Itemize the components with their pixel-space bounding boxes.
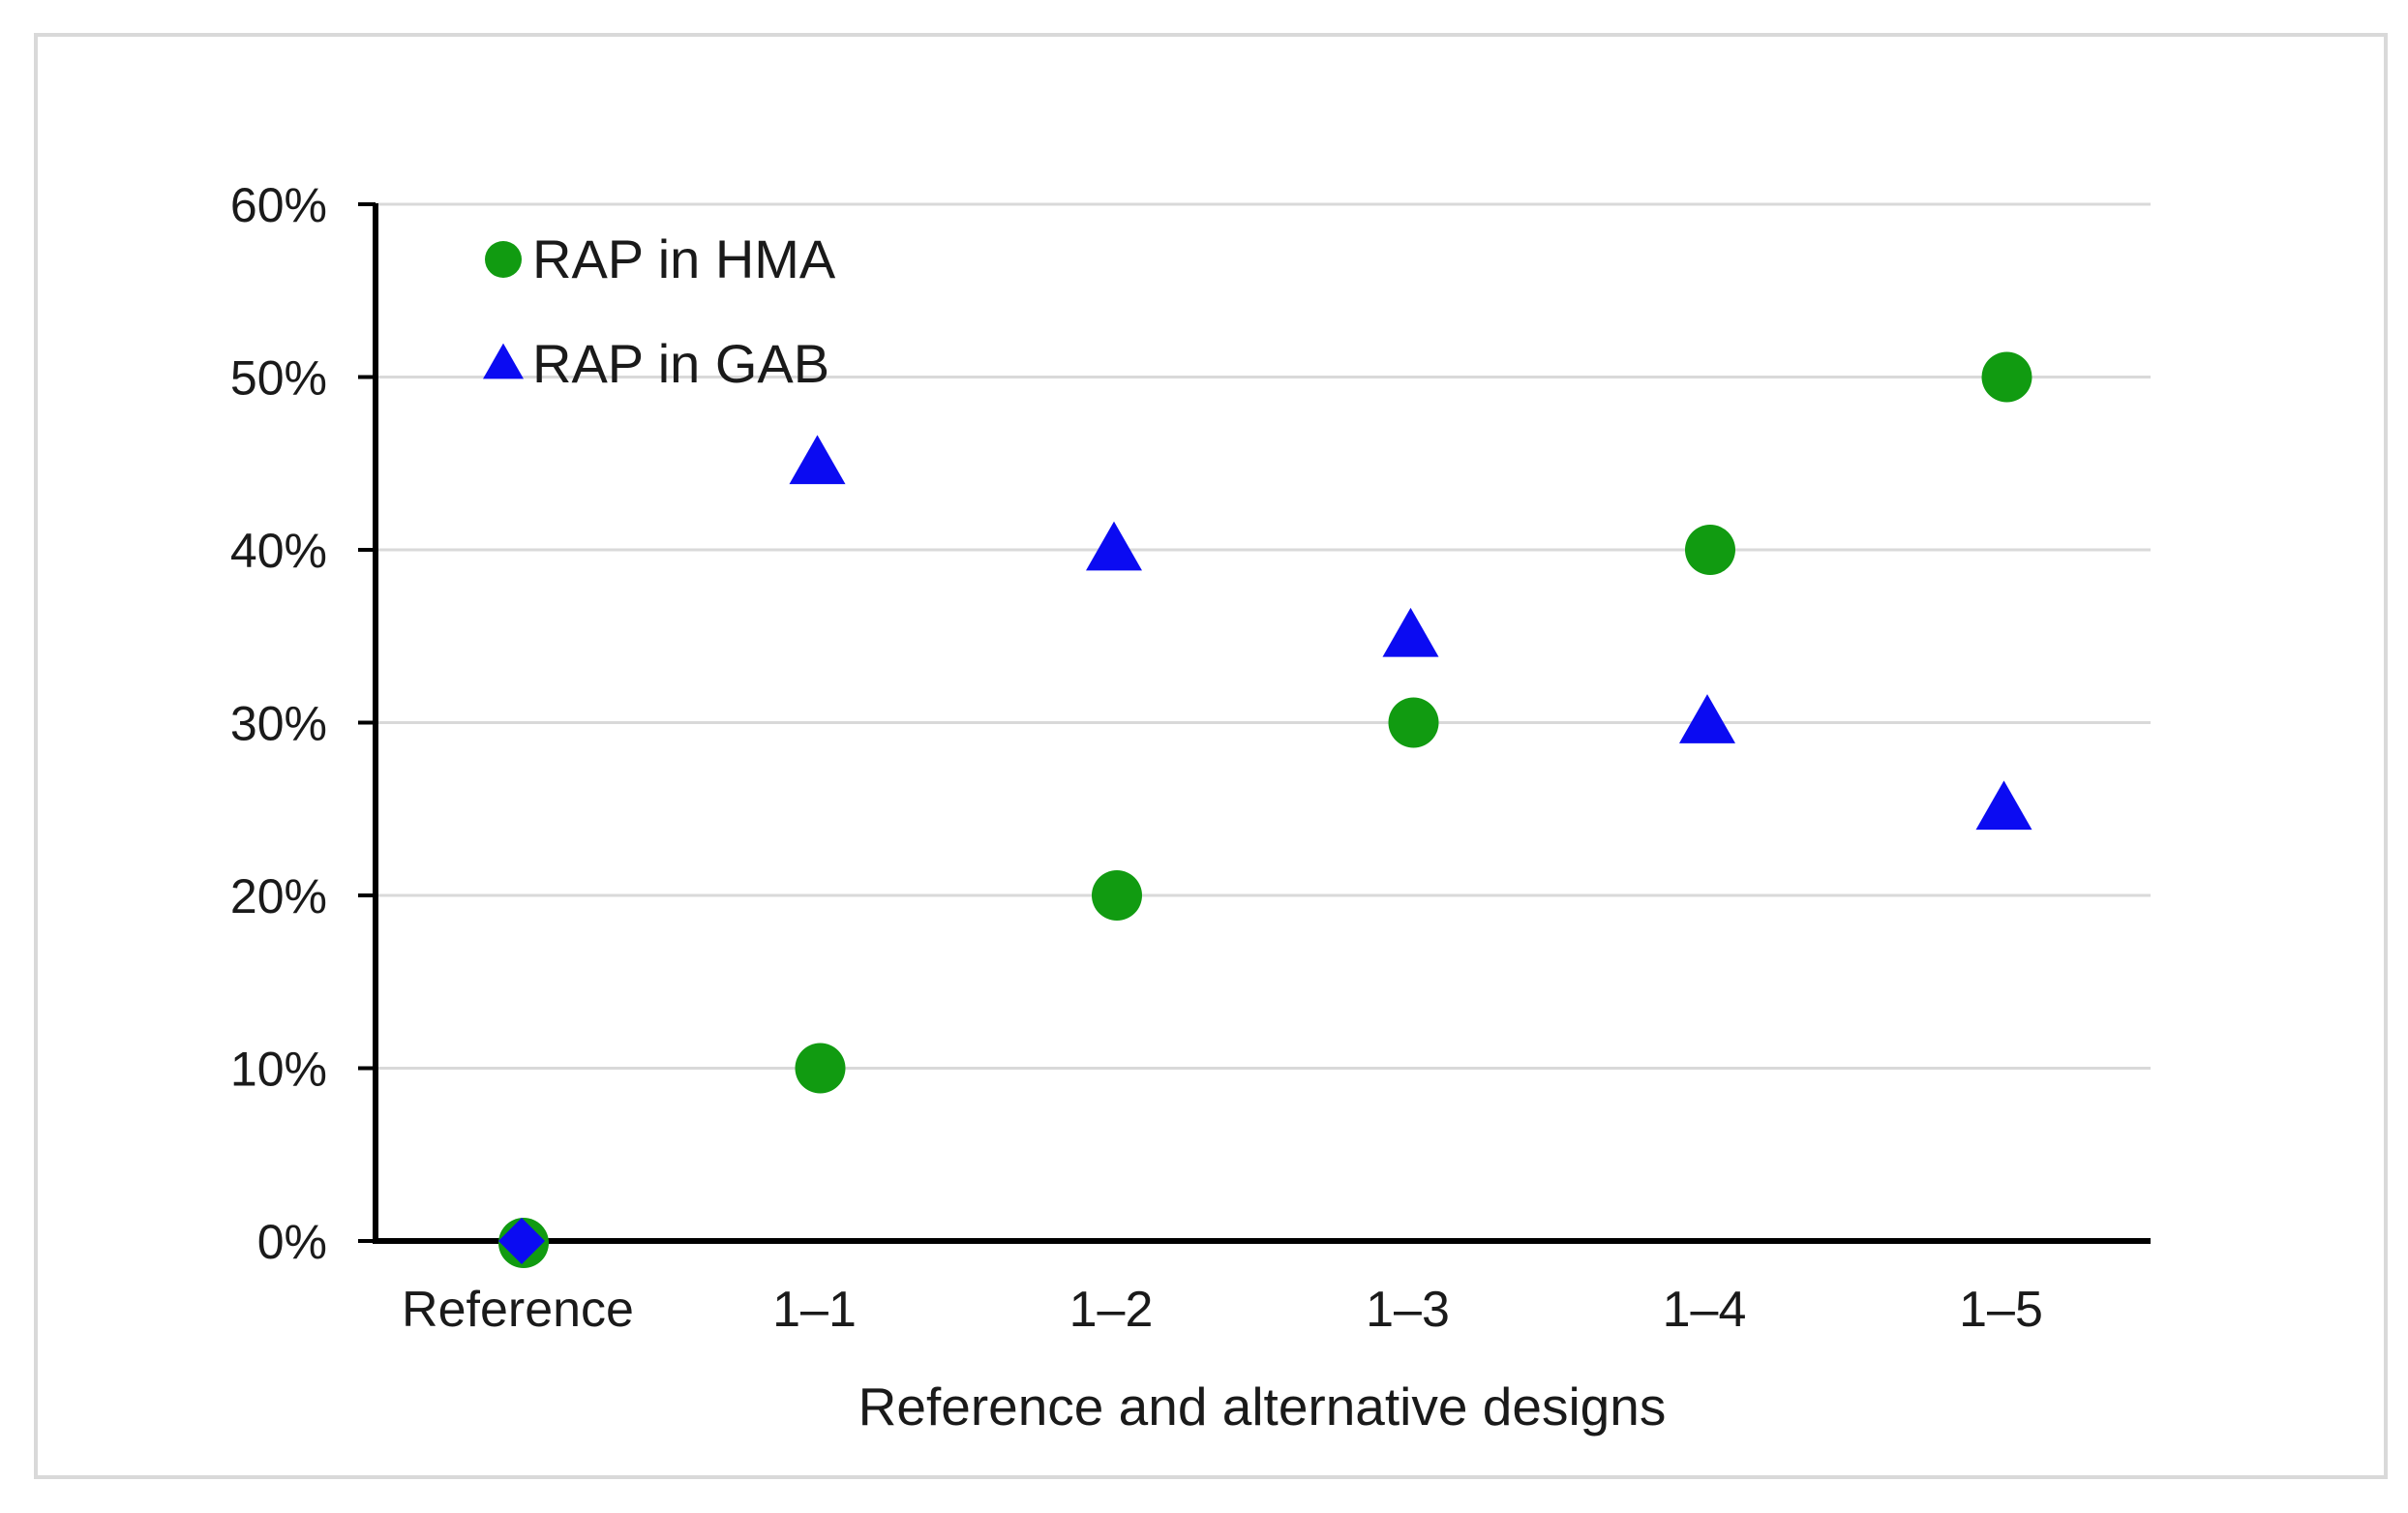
- legend-item: RAP in HMA: [485, 228, 836, 289]
- x-axis-ticks: Reference 1–1 1–2 1–3 1–4 1–5: [402, 1282, 2043, 1338]
- gab-point: [1086, 521, 1142, 571]
- y-tick-label: 20%: [230, 869, 327, 923]
- legend-triangle-icon: [483, 343, 524, 379]
- hma-point: [1092, 870, 1142, 921]
- x-category-label: 1–2: [1069, 1282, 1154, 1338]
- gab-point: [1975, 780, 2032, 831]
- legend-label: RAP in HMA: [532, 228, 836, 289]
- y-tick-label: 50%: [230, 351, 327, 406]
- legend-label: RAP in GAB: [532, 333, 829, 394]
- x-category-label: 1–5: [1959, 1282, 2043, 1338]
- y-tick-label: 40%: [230, 524, 327, 578]
- x-category-label: 1–4: [1663, 1282, 1747, 1338]
- y-tick-label: 60%: [230, 178, 327, 232]
- gab-point: [498, 1218, 545, 1264]
- x-category-label: 1–1: [772, 1282, 857, 1338]
- y-tick-label: 30%: [230, 697, 327, 751]
- hma-point: [1388, 697, 1439, 748]
- x-category-label: Reference: [402, 1282, 634, 1338]
- y-tick-label: 10%: [230, 1043, 327, 1097]
- gab-point: [789, 435, 846, 485]
- hma-point: [795, 1043, 846, 1094]
- hma-point: [1981, 351, 2032, 403]
- gab-point: [1679, 694, 1735, 743]
- hma-point: [1685, 525, 1735, 575]
- legend-circle-icon: [485, 241, 522, 278]
- data-points: [498, 351, 2032, 1268]
- legend-item: RAP in GAB: [483, 333, 829, 394]
- chart-border: [34, 33, 2388, 1479]
- y-tick-label: 0%: [257, 1215, 327, 1269]
- gridlines: [376, 202, 2151, 1070]
- x-category-label: 1–3: [1366, 1282, 1450, 1338]
- y-axis-ticks: 0% 10% 20% 30% 40% 50% 60%: [230, 178, 376, 1269]
- legend: RAP in HMA RAP in GAB: [483, 228, 836, 394]
- x-axis-title: Reference and alternative designs: [858, 1377, 1667, 1437]
- gab-point: [1382, 607, 1439, 657]
